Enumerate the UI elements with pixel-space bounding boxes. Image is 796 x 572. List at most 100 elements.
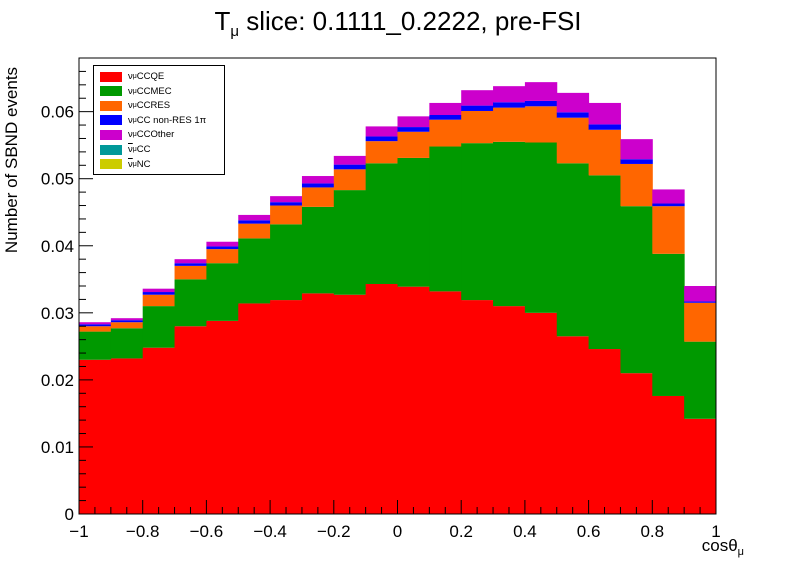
bar-ccres-bin-5 <box>238 223 271 239</box>
legend-nu-symbol: ν <box>128 144 133 155</box>
legend-nu-symbol: ν <box>128 85 133 97</box>
x-tick-label: −0.4 <box>253 522 287 541</box>
bar-ccmec-bin-17 <box>620 206 653 374</box>
bar-ccres-bin-7 <box>301 187 335 207</box>
bar-ccqe-bin-11 <box>429 291 462 514</box>
bar-ccother-bin-16 <box>588 102 621 125</box>
x-axis-label-main: cosθ <box>701 536 738 555</box>
bar-ccother-bin-15 <box>556 92 590 113</box>
bar-ccother-bin-2 <box>142 288 176 293</box>
x-tick-label: 0.8 <box>640 522 664 541</box>
bar-ccqe-bin-17 <box>620 373 653 514</box>
legend-swatch <box>100 71 122 82</box>
bar-ccmec-bin-4 <box>206 263 239 321</box>
x-axis-label-sub: μ <box>737 546 744 558</box>
legend-nu-symbol: ν <box>128 158 133 170</box>
legend-label: NC <box>136 158 151 170</box>
legend-subscript: μ <box>132 146 137 153</box>
bar-ccmec-bin-9 <box>365 163 398 284</box>
legend-swatch <box>100 144 122 155</box>
bar-ccres-bin-12 <box>461 110 494 144</box>
bar-ccres-bin-1 <box>110 322 144 329</box>
bar-ccmec-bin-1 <box>110 328 144 359</box>
bar-cc-non-res-1--bin-11 <box>429 115 462 120</box>
bar-ccqe-bin-9 <box>365 283 398 514</box>
stacked-bars <box>79 82 717 514</box>
bar-ccother-bin-5 <box>238 214 271 221</box>
bar-cc-non-res-1--bin-18 <box>652 203 685 207</box>
bar-ccmec-bin-18 <box>652 253 685 396</box>
bar-ccres-bin-4 <box>206 249 239 264</box>
bar-cc-non-res-1--bin-17 <box>620 159 653 164</box>
legend-label: CCMEC <box>136 85 172 97</box>
bar-ccqe-bin-7 <box>301 293 335 514</box>
bar-ccmec-bin-3 <box>174 279 207 327</box>
bar-ccother-bin-3 <box>174 259 207 264</box>
legend-swatch <box>100 115 122 126</box>
x-tick-label: −0.2 <box>317 522 351 541</box>
bar-ccqe-bin-12 <box>461 300 494 514</box>
y-tick-label: 0.01 <box>41 438 74 457</box>
bar-cc-non-res-1--bin-19 <box>684 301 717 303</box>
legend-subscript: μ <box>132 116 137 124</box>
bar-cc-non-res-1--bin-0 <box>79 324 112 327</box>
title-rest: slice: 0.1111_0.2222, pre-FSI <box>239 6 582 36</box>
bar-cc-non-res-1--bin-9 <box>365 136 398 142</box>
y-tick-label: 0.02 <box>41 371 74 390</box>
bar-cc-non-res-1--bin-10 <box>397 127 430 132</box>
bar-ccmec-bin-7 <box>301 206 335 294</box>
bar-ccres-bin-8 <box>333 169 367 191</box>
bar-ccqe-bin-10 <box>397 286 430 514</box>
title-prefix: T <box>214 6 231 36</box>
bar-ccqe-bin-5 <box>238 303 271 514</box>
bar-ccother-bin-11 <box>429 102 462 115</box>
bar-ccother-bin-10 <box>397 116 430 128</box>
bar-ccres-bin-17 <box>620 163 653 207</box>
bar-ccmec-bin-5 <box>238 238 271 304</box>
bar-cc-non-res-1--bin-13 <box>493 102 526 108</box>
bar-ccother-bin-14 <box>524 82 558 101</box>
bar-cc-non-res-1--bin-2 <box>142 292 176 295</box>
y-tick-label: 0.03 <box>41 304 74 323</box>
bar-ccres-bin-19 <box>684 302 717 342</box>
bar-ccqe-bin-18 <box>652 395 685 514</box>
bar-cc-non-res-1--bin-7 <box>301 183 335 188</box>
bar-ccres-bin-6 <box>270 205 303 225</box>
bar-ccmec-bin-12 <box>461 143 494 301</box>
bar-ccres-bin-2 <box>142 294 176 307</box>
bar-cc-non-res-1--bin-12 <box>461 105 494 111</box>
legend-label: CCRES <box>136 100 171 112</box>
legend-label: CCQE <box>136 71 165 82</box>
bar-ccres-bin-13 <box>493 107 526 142</box>
chart-title: Tμ slice: 0.1111_0.2222, pre-FSI <box>0 6 796 40</box>
bar-ccother-bin-0 <box>79 322 112 325</box>
legend-swatch <box>100 159 122 170</box>
bar-ccother-bin-6 <box>270 196 303 203</box>
bar-cc-non-res-1--bin-4 <box>206 246 239 250</box>
bar-ccmec-bin-19 <box>684 341 717 419</box>
bar-ccother-bin-8 <box>333 155 367 165</box>
bar-ccqe-bin-16 <box>588 349 621 514</box>
bar-ccres-bin-0 <box>79 326 112 332</box>
bar-ccres-bin-15 <box>556 117 590 164</box>
bar-ccres-bin-9 <box>365 141 398 164</box>
axes: 0 0.01 0.02 0.03 0.04 0.05 0.06 −1 −0.8 −0.6 −0.4 −… <box>41 57 721 541</box>
y-axis-label: Number of SBND events <box>2 66 21 254</box>
bar-ccother-bin-7 <box>301 176 335 184</box>
bar-ccmec-bin-2 <box>142 306 176 348</box>
bar-ccqe-bin-6 <box>270 300 303 514</box>
legend-swatch <box>100 129 122 140</box>
bar-cc-non-res-1--bin-8 <box>333 164 367 170</box>
legend-nu-symbol: ν <box>128 114 133 126</box>
y-tick-label: 0.05 <box>41 170 74 189</box>
bar-ccqe-bin-13 <box>493 306 526 514</box>
bar-ccres-bin-3 <box>174 265 207 280</box>
x-tick-label: −1 <box>69 522 88 541</box>
bar-cc-non-res-1--bin-15 <box>556 112 590 118</box>
bar-cc-non-res-1--bin-6 <box>270 202 303 206</box>
bar-ccmec-bin-16 <box>588 175 621 350</box>
